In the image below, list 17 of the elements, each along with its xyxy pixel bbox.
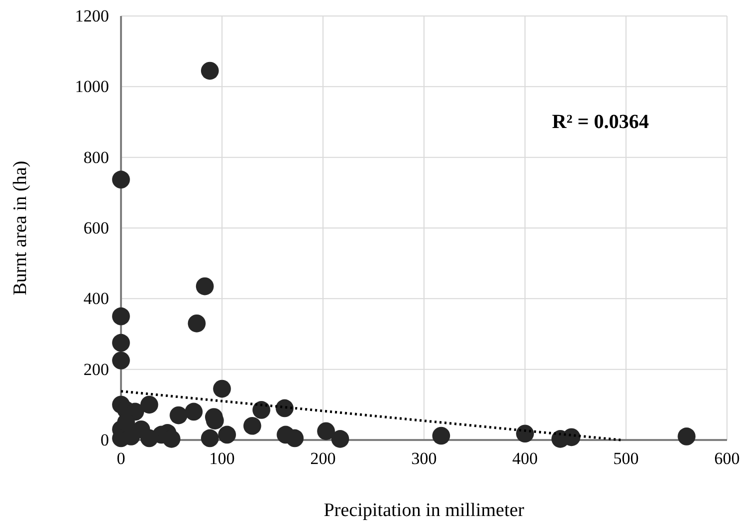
x-tick-label: 200 xyxy=(310,449,336,468)
y-axis-title: Burnt area in (ha) xyxy=(10,160,31,296)
x-tick-label: 100 xyxy=(209,449,235,468)
y-tick-label: 400 xyxy=(84,289,109,308)
annotation: R² = 0.0364 xyxy=(552,111,649,133)
y-tick-label: 200 xyxy=(84,360,109,379)
x-tick-label: 0 xyxy=(116,449,126,468)
x-tick-label: 400 xyxy=(512,449,538,468)
y-tick-label: 0 xyxy=(100,430,109,450)
x-tick-label: 600 xyxy=(714,449,740,468)
y-tick-label: 1000 xyxy=(75,77,109,96)
y-tick-label: 600 xyxy=(84,218,109,238)
x-tick-label: 500 xyxy=(613,449,639,468)
y-tick-label: 1200 xyxy=(75,6,109,26)
x-tick-label: 300 xyxy=(411,449,437,468)
y-tick-label: 800 xyxy=(84,148,109,167)
x-axis-title: Precipitation in millimeter xyxy=(324,500,525,521)
